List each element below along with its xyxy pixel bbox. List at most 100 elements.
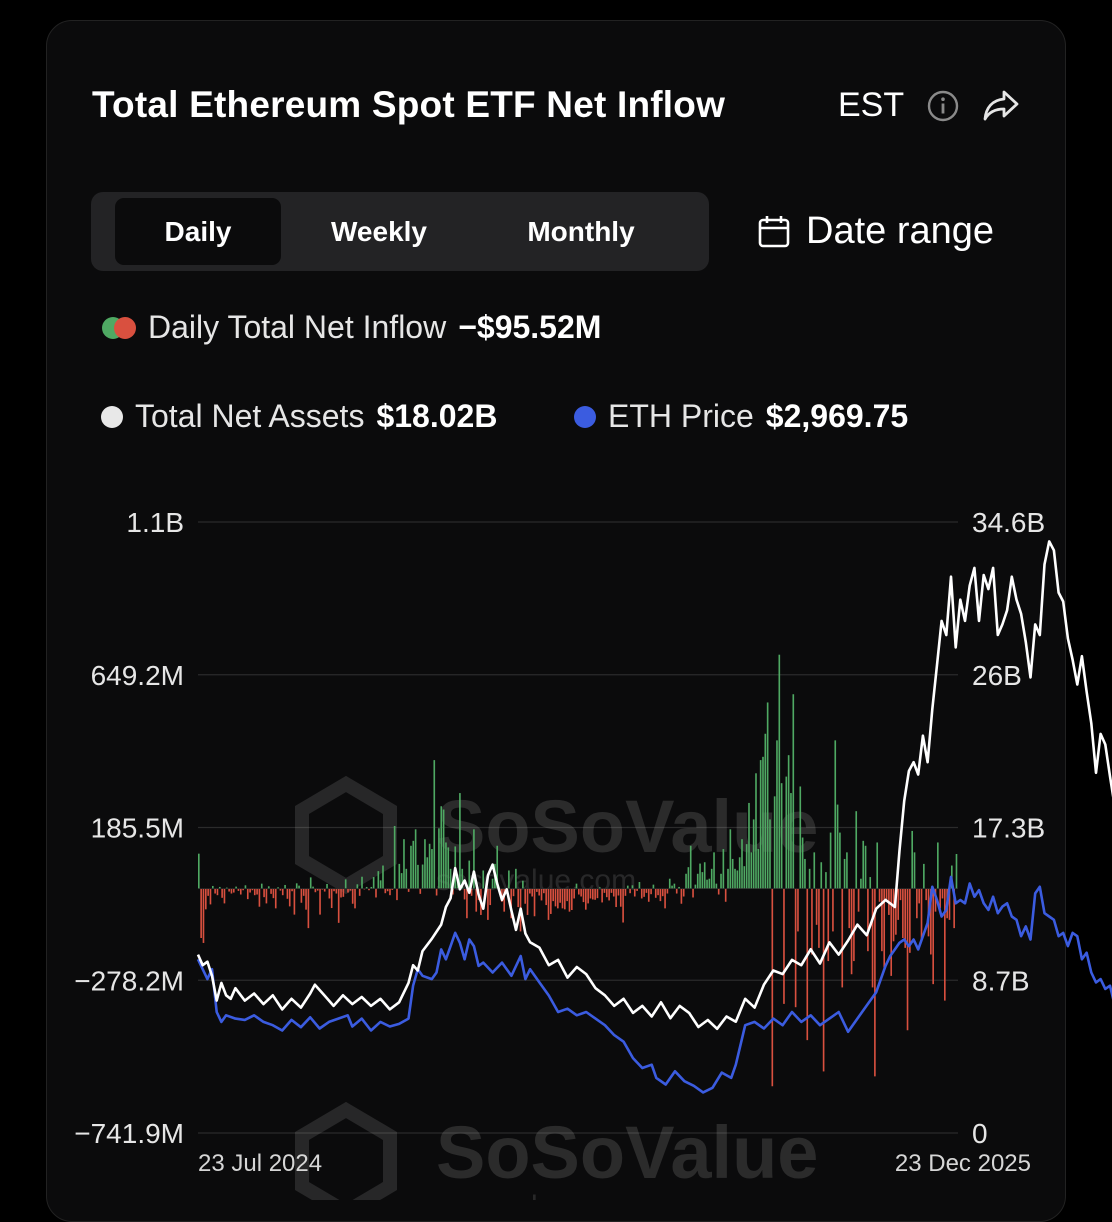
inflow-bar	[522, 880, 524, 889]
inflow-bar	[440, 806, 443, 889]
inflow-bar	[710, 868, 713, 889]
inflow-bar	[645, 888, 648, 893]
inflow-bar	[846, 852, 848, 889]
inflow-bar	[438, 828, 440, 889]
tab-monthly[interactable]: Monthly	[527, 215, 635, 247]
inflow-bar	[200, 888, 202, 938]
inflow-bar	[883, 888, 886, 968]
left-axis-tick-label: 649.2M	[91, 660, 184, 691]
inflow-bar	[354, 888, 356, 909]
inflow-bar	[825, 872, 827, 889]
inflow-bar	[638, 882, 641, 889]
inflow-bar	[769, 819, 771, 889]
inflow-bar	[848, 888, 851, 929]
right-axis-tick-label: 8.7B	[972, 965, 1030, 996]
inflow-bar	[249, 888, 251, 893]
inflow-bar	[482, 870, 485, 889]
inflow-bar	[298, 885, 300, 889]
inflow-bar	[582, 888, 585, 903]
left-axis-tick-label: −741.9M	[74, 1118, 184, 1149]
inflow-bar	[797, 888, 799, 932]
inflow-bar	[487, 888, 489, 920]
inflow-bar	[857, 888, 860, 912]
inflow-bar	[659, 888, 662, 902]
inflow-bar	[918, 888, 920, 904]
inflow-bar	[890, 888, 893, 976]
inflow-bar	[876, 842, 879, 889]
inflow-bar	[601, 888, 603, 903]
legend-eth-price-swatch	[574, 405, 596, 428]
legend-eth-price-label: ETH Price	[608, 398, 754, 434]
inflow-bar	[295, 883, 298, 889]
inflow-bar	[358, 888, 361, 896]
inflow-bar	[445, 842, 447, 889]
inflow-bar	[256, 888, 258, 895]
inflow-bar	[820, 862, 823, 889]
info-icon[interactable]	[927, 90, 959, 122]
legend-net-inflow: Daily Total Net Inflow −$95.52M	[102, 309, 601, 346]
inflow-bar	[615, 888, 617, 908]
inflow-bar	[342, 888, 345, 897]
inflow-bar	[598, 887, 601, 889]
inflow-bar	[244, 885, 247, 889]
inflow-bar	[589, 888, 592, 899]
inflow-bar	[762, 756, 764, 889]
inflow-bar	[561, 888, 564, 909]
inflow-bar	[543, 888, 545, 894]
watermark-logo-icon	[295, 1101, 397, 1200]
inflow-bar	[741, 839, 743, 889]
inflow-bar	[274, 888, 277, 909]
inflow-bar	[312, 886, 314, 889]
inflow-bar	[953, 888, 955, 929]
watermark-hexagon	[295, 775, 397, 895]
tab-weekly[interactable]: Weekly	[331, 215, 427, 247]
inflow-bar	[885, 888, 888, 902]
inflow-bar	[335, 888, 338, 894]
legend-net-assets-swatch	[101, 405, 123, 428]
inflow-bar	[892, 888, 895, 942]
inflow-bar	[717, 888, 720, 895]
inflow-bar	[822, 888, 825, 1072]
inflow-bar	[372, 877, 375, 889]
inflow-bar	[948, 888, 951, 920]
inflow-bar	[216, 888, 219, 896]
inflow-bar	[757, 849, 760, 889]
inflow-bar	[776, 740, 778, 889]
inflow-bar	[375, 888, 377, 898]
inflow-bar	[652, 884, 655, 889]
inflow-bar	[617, 888, 620, 896]
inflow-bar	[605, 888, 608, 898]
inflow-bar	[428, 843, 431, 889]
inflow-bar	[666, 888, 669, 894]
inflow-bar	[288, 888, 291, 907]
inflow-bar	[407, 888, 410, 892]
inflow-bar	[780, 783, 783, 889]
inflow-bar	[841, 888, 844, 988]
legend-net-inflow-label: Daily Total Net Inflow	[148, 309, 447, 345]
tab-daily[interactable]: Daily	[115, 198, 281, 265]
inflow-bar	[869, 877, 872, 889]
inflow-bar	[552, 888, 554, 902]
inflow-bar	[755, 773, 757, 889]
inflow-bar	[909, 888, 911, 953]
timezone-label[interactable]: EST	[838, 86, 905, 124]
page-title: Total Ethereum Spot ETF Net Inflow	[92, 84, 726, 125]
inflow-bar	[564, 888, 566, 910]
inflow-bar	[410, 845, 412, 889]
inflow-bar	[272, 888, 275, 899]
share-arrow-icon[interactable]	[982, 88, 1020, 122]
date-range-button[interactable]: Date range	[758, 210, 994, 253]
inflow-bar	[829, 832, 832, 889]
inflow-bar	[351, 888, 354, 904]
legend-net-assets-label: Total Net Assets	[135, 398, 365, 434]
inflow-bar	[787, 755, 790, 889]
inflow-bar	[393, 826, 396, 889]
inflow-bar	[559, 888, 561, 903]
inflow-bar	[517, 888, 520, 908]
inflow-bar	[333, 888, 335, 892]
inflow-bar	[223, 888, 226, 904]
inflow-bar	[538, 888, 540, 896]
inflow-bar	[827, 888, 830, 962]
inflow-bar	[349, 888, 352, 891]
